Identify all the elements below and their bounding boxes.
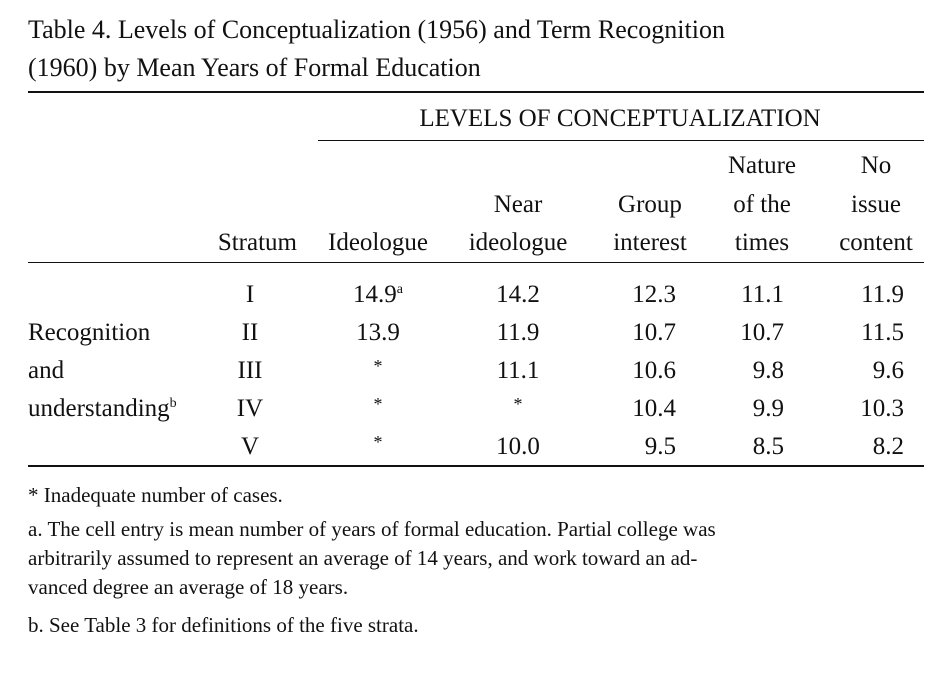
title-line-1: Table 4. Levels of Conceptualization (19…: [28, 15, 725, 44]
footnote-mark-a: a: [396, 282, 403, 297]
cell-value: I: [245, 281, 255, 308]
row-label-line-3: understandingb: [28, 394, 177, 424]
header-nature-3: times: [734, 229, 790, 256]
cell-value: 8.2: [872, 433, 904, 460]
cell-stratum: II: [242, 318, 259, 348]
cell-value: 14.9: [353, 281, 397, 308]
footnote-a-1: a. The cell entry is mean number of year…: [28, 517, 716, 541]
cell-stratum: I: [246, 280, 254, 310]
cell-value: 11.5: [861, 319, 904, 346]
title-line-2: (1960) by Mean Years of Formal Education: [28, 53, 481, 82]
header-near-2: ideologue: [468, 229, 568, 256]
cell-value: *: [513, 394, 523, 414]
cell-value: II: [241, 319, 259, 346]
cell-group: 12.3: [632, 280, 676, 310]
cell-value: 10.7: [740, 319, 784, 346]
cell-noissue: 10.3: [860, 394, 904, 424]
cell-near: 11.9: [497, 318, 540, 348]
header-nature-1: Nature: [727, 152, 797, 179]
cell-group: 10.4: [632, 394, 676, 424]
cell-value: 14.2: [496, 281, 540, 308]
cell-value: 13.9: [356, 319, 400, 346]
cell-nature: 9.9: [753, 394, 784, 424]
cell-value: 10.7: [632, 319, 676, 346]
header-ideologue: Ideologue: [328, 229, 428, 256]
cell-group: 10.6: [632, 356, 676, 386]
cell-group: 10.7: [632, 318, 676, 348]
cell-value: IV: [236, 395, 264, 422]
cell-value: 9.8: [752, 357, 784, 384]
cell-value: 10.0: [496, 433, 540, 460]
cell-nature: 8.5: [753, 432, 784, 462]
header-noissue-3: content: [839, 229, 913, 256]
spanner-heading: LEVELS OF CONCEPTUALIZATION: [419, 105, 821, 132]
cell-value: III: [237, 357, 263, 384]
cell-stratum: IV: [237, 394, 263, 424]
cell-noissue: 8.2: [873, 432, 904, 462]
cell-value: 9.5: [644, 433, 676, 460]
cell-value: *: [373, 356, 383, 376]
header-noissue-2: issue: [851, 191, 901, 218]
cell-value: 10.6: [632, 357, 676, 384]
cell-ideologue: 14.9a: [353, 280, 403, 310]
header-group-2: interest: [613, 229, 687, 256]
cell-value: 12.3: [632, 281, 676, 308]
cell-nature: 10.7: [740, 318, 784, 348]
cell-value: 11.1: [741, 281, 784, 308]
cell-near: 14.2: [496, 280, 540, 310]
row-label-text: understanding: [28, 395, 170, 422]
cell-value: *: [373, 394, 383, 414]
footnote-a-3: vanced degree an average of 18 years.: [28, 575, 349, 599]
cell-nature: 11.1: [741, 280, 784, 310]
cell-stratum: V: [241, 432, 259, 462]
footnote-star: * Inadequate number of cases.: [28, 483, 283, 507]
footnote-a-2: arbitrarily assumed to represent an aver…: [28, 546, 698, 570]
cell-ideologue: *: [374, 350, 383, 381]
cell-value: 11.1: [496, 357, 540, 384]
bottom-rule: [28, 465, 924, 467]
cell-value: 10.3: [860, 395, 904, 422]
row-label-line-1: Recognition: [28, 319, 151, 346]
cell-noissue: 11.5: [861, 318, 904, 348]
top-rule: [28, 91, 924, 93]
cell-ideologue: 13.9: [356, 318, 400, 348]
cell-ideologue: *: [374, 426, 383, 457]
cell-ideologue: *: [374, 388, 383, 419]
footnote-mark-b: b: [169, 396, 177, 411]
cell-noissue: 9.6: [873, 356, 904, 386]
cell-near: *: [514, 388, 523, 419]
header-near-1: Near: [493, 191, 543, 218]
row-label-line-2: and: [28, 357, 65, 384]
header-stratum: Stratum: [217, 229, 297, 256]
cell-value: 8.5: [752, 433, 784, 460]
cell-near: 10.0: [496, 432, 540, 462]
header-noissue-1: No: [860, 152, 892, 179]
cell-value: 10.4: [632, 395, 676, 422]
spanner-rule: [318, 140, 924, 141]
cell-near: 11.1: [497, 356, 540, 386]
cell-value: *: [373, 432, 383, 452]
cell-nature: 9.8: [753, 356, 784, 386]
footnote-b: b. See Table 3 for definitions of the fi…: [28, 613, 419, 637]
header-rule: [28, 262, 924, 263]
header-nature-2: of the: [733, 191, 791, 218]
cell-value: 11.9: [496, 319, 540, 346]
cell-stratum: III: [238, 356, 263, 386]
cell-value: 9.6: [872, 357, 904, 384]
cell-value: 11.9: [861, 281, 904, 308]
cell-group: 9.5: [645, 432, 676, 462]
header-group-1: Group: [618, 191, 682, 218]
cell-value: 9.9: [752, 395, 784, 422]
cell-noissue: 11.9: [861, 280, 904, 310]
cell-value: V: [240, 433, 260, 460]
